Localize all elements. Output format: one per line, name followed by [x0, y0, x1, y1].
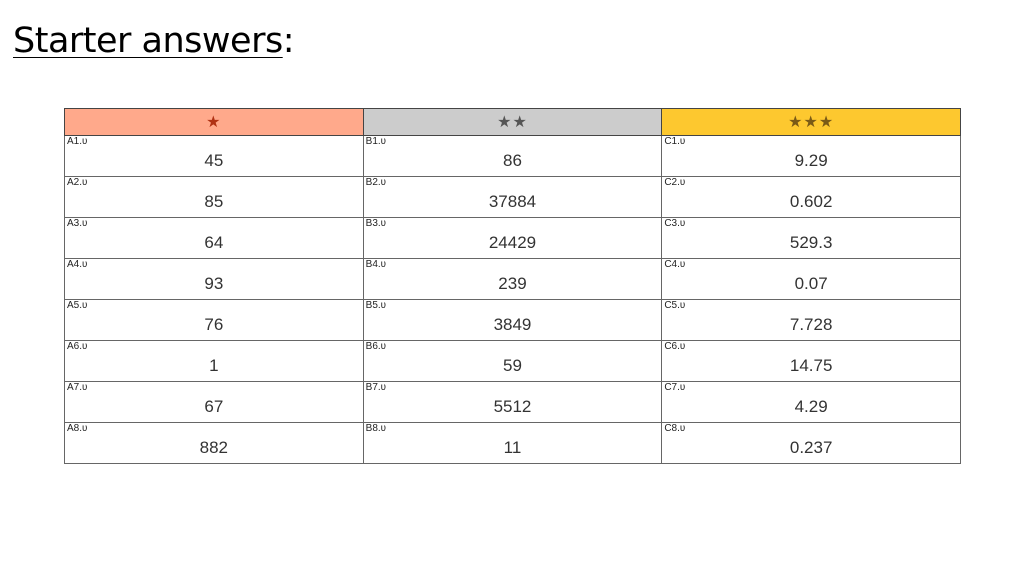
question-label: B7.ʋ: [365, 382, 387, 393]
question-label: C5.ʋ: [664, 300, 686, 311]
answer-value: 9.29: [794, 151, 828, 170]
question-label: C2.ʋ: [664, 177, 686, 188]
answer-cell-c6: C6.ʋ 14.75: [661, 340, 961, 382]
answer-value: 0.237: [789, 438, 833, 457]
header-row: ★ ★★ ★★★: [64, 108, 961, 136]
answer-value: 882: [199, 438, 229, 457]
slide-title: Starter answers:: [13, 20, 295, 62]
answer-value: 0.602: [789, 192, 833, 211]
answer-cell-a1: A1.ʋ 45: [64, 135, 364, 177]
answer-value: 529.3: [789, 233, 833, 252]
question-label: A3.ʋ: [67, 218, 88, 229]
question-label: B1.ʋ: [365, 136, 387, 147]
answer-cell-b8: B8.ʋ 11: [362, 422, 663, 464]
table-row: A5.ʋ 76 B5.ʋ 3849 C5.ʋ 7.728: [64, 299, 961, 341]
answer-value: 67: [204, 397, 224, 416]
answer-value: 5512: [493, 397, 532, 416]
table-row: A3.ʋ 64 B3.ʋ 24429 C3.ʋ 529.3: [64, 217, 961, 259]
answer-cell-b4: B4.ʋ 239: [362, 258, 663, 300]
header-one-star: ★: [64, 108, 364, 136]
answer-value: 0.07: [794, 274, 828, 293]
answer-cell-a6: A6.ʋ 1: [64, 340, 364, 382]
answer-value: 239: [498, 274, 527, 293]
answer-value: 76: [204, 315, 224, 334]
answer-value: 7.728: [789, 315, 833, 334]
question-label: C6.ʋ: [664, 341, 686, 352]
question-label: B6.ʋ: [365, 341, 387, 352]
answer-cell-b2: B2.ʋ 37884: [362, 176, 663, 218]
table-row: A4.ʋ 93 B4.ʋ 239 C4.ʋ 0.07: [64, 258, 961, 300]
question-label: B5.ʋ: [365, 300, 387, 311]
answer-cell-c8: C8.ʋ 0.237: [661, 422, 961, 464]
answer-value: 24429: [488, 233, 537, 252]
table-row: A8.ʋ 882 B8.ʋ 11 C8.ʋ 0.237: [64, 422, 961, 464]
header-two-star: ★★: [362, 108, 663, 136]
answer-value: 64: [204, 233, 224, 252]
question-label: C7.ʋ: [664, 382, 686, 393]
answer-value: 37884: [488, 192, 537, 211]
answer-cell-c7: C7.ʋ 4.29: [661, 381, 961, 423]
answer-value: 86: [503, 151, 522, 170]
answer-cell-b1: B1.ʋ 86: [362, 135, 663, 177]
question-label: B2.ʋ: [365, 177, 387, 188]
question-label: C4.ʋ: [664, 259, 686, 270]
answer-cell-b5: B5.ʋ 3849: [362, 299, 663, 341]
answer-cell-b7: B7.ʋ 5512: [362, 381, 663, 423]
answer-value: 3849: [493, 315, 532, 334]
answer-value: 1: [209, 356, 219, 375]
answer-cell-c3: C3.ʋ 529.3: [661, 217, 961, 259]
question-label: A2.ʋ: [67, 177, 88, 188]
table-row: A1.ʋ 45 B1.ʋ 86 C1.ʋ 9.29: [64, 135, 961, 177]
answer-value: 14.75: [789, 356, 833, 375]
answers-table: ★ ★★ ★★★ A1.ʋ 45 B1.ʋ 86 C1.ʋ 9.29 A2.ʋ 85 B2.ʋ 3…: [64, 108, 961, 464]
answer-cell-c4: C4.ʋ 0.07: [661, 258, 961, 300]
answer-cell-c5: C5.ʋ 7.728: [661, 299, 961, 341]
answer-value: 11: [503, 438, 522, 457]
question-label: B8.ʋ: [365, 423, 387, 434]
answer-cell-c2: C2.ʋ 0.602: [661, 176, 961, 218]
slide-title-text: Starter answers: [13, 21, 283, 61]
question-label: C8.ʋ: [664, 423, 686, 434]
answer-value: 93: [204, 274, 224, 293]
answer-cell-a3: A3.ʋ 64: [64, 217, 364, 259]
table-row: A6.ʋ 1 B6.ʋ 59 C6.ʋ 14.75: [64, 340, 961, 382]
answer-value: 45: [204, 151, 224, 170]
question-label: A1.ʋ: [67, 136, 88, 147]
question-label: A7.ʋ: [67, 382, 88, 393]
answer-value: 59: [503, 356, 522, 375]
question-label: B3.ʋ: [365, 218, 387, 229]
question-label: A4.ʋ: [67, 259, 88, 270]
answer-value: 85: [204, 192, 224, 211]
table-row: A7.ʋ 67 B7.ʋ 5512 C7.ʋ 4.29: [64, 381, 961, 423]
answer-value: 4.29: [794, 397, 828, 416]
answer-cell-c1: C1.ʋ 9.29: [661, 135, 961, 177]
answer-cell-a5: A5.ʋ 76: [64, 299, 364, 341]
answer-cell-b6: B6.ʋ 59: [362, 340, 663, 382]
question-label: C1.ʋ: [664, 136, 686, 147]
slide-title-colon: :: [282, 21, 295, 61]
answer-cell-a8: A8.ʋ 882: [64, 422, 364, 464]
question-label: A8.ʋ: [67, 423, 88, 434]
question-label: A5.ʋ: [67, 300, 88, 311]
question-label: B4.ʋ: [365, 259, 387, 270]
answer-cell-a4: A4.ʋ 93: [64, 258, 364, 300]
answer-cell-b3: B3.ʋ 24429: [362, 217, 663, 259]
header-three-star: ★★★: [661, 108, 961, 136]
question-label: A6.ʋ: [67, 341, 88, 352]
question-label: C3.ʋ: [664, 218, 686, 229]
answer-cell-a7: A7.ʋ 67: [64, 381, 364, 423]
table-row: A2.ʋ 85 B2.ʋ 37884 C2.ʋ 0.602: [64, 176, 961, 218]
answer-cell-a2: A2.ʋ 85: [64, 176, 364, 218]
